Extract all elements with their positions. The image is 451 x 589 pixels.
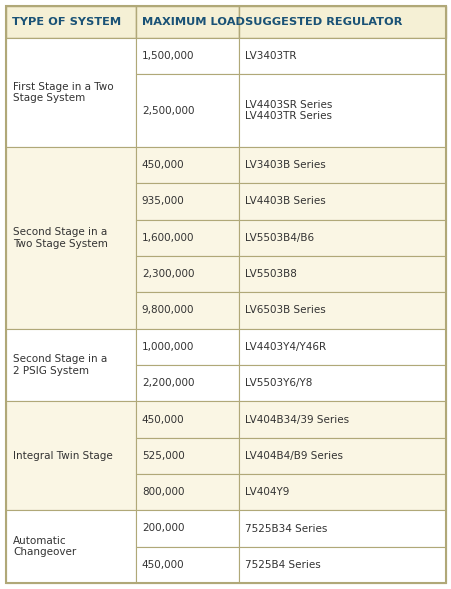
Text: TYPE OF SYSTEM: TYPE OF SYSTEM <box>12 17 121 27</box>
Bar <box>135 74 239 147</box>
Text: First Stage in a Two
Stage System: First Stage in a Two Stage System <box>13 82 113 103</box>
Text: 800,000: 800,000 <box>142 487 184 497</box>
Text: LV5503Y6/Y8: LV5503Y6/Y8 <box>244 378 312 388</box>
Text: LV3403TR: LV3403TR <box>244 51 296 61</box>
Text: 1,500,000: 1,500,000 <box>142 51 194 61</box>
Text: 935,000: 935,000 <box>142 197 184 207</box>
Bar <box>135 6 239 38</box>
Text: LV404Y9: LV404Y9 <box>244 487 289 497</box>
Bar <box>239 401 445 438</box>
Bar <box>135 510 239 547</box>
Bar <box>239 438 445 474</box>
Text: 7525B4 Series: 7525B4 Series <box>244 560 320 570</box>
Bar <box>6 401 135 510</box>
Text: LV4403Y4/Y46R: LV4403Y4/Y46R <box>244 342 326 352</box>
Bar <box>239 547 445 583</box>
Text: 525,000: 525,000 <box>142 451 184 461</box>
Bar <box>135 547 239 583</box>
Text: 200,000: 200,000 <box>142 524 184 534</box>
Bar <box>239 292 445 329</box>
Text: 1,000,000: 1,000,000 <box>142 342 194 352</box>
Bar <box>135 401 239 438</box>
Bar <box>239 510 445 547</box>
Bar <box>135 329 239 365</box>
Bar <box>239 6 445 38</box>
Text: 7525B34 Series: 7525B34 Series <box>244 524 327 534</box>
Text: LV404B34/39 Series: LV404B34/39 Series <box>244 415 349 425</box>
Bar <box>6 329 135 401</box>
Text: LV4403B Series: LV4403B Series <box>244 197 325 207</box>
Text: LV4403SR Series
LV4403TR Series: LV4403SR Series LV4403TR Series <box>244 100 332 121</box>
Text: 1,600,000: 1,600,000 <box>142 233 194 243</box>
Text: LV5503B4/B6: LV5503B4/B6 <box>244 233 313 243</box>
Bar <box>239 365 445 401</box>
Text: 2,500,000: 2,500,000 <box>142 105 194 115</box>
Text: 2,300,000: 2,300,000 <box>142 269 194 279</box>
Bar <box>135 183 239 220</box>
Text: Second Stage in a
Two Stage System: Second Stage in a Two Stage System <box>13 227 108 249</box>
Text: MAXIMUM LOAD: MAXIMUM LOAD <box>142 17 244 27</box>
Bar <box>6 147 135 329</box>
Bar <box>135 365 239 401</box>
Text: LV5503B8: LV5503B8 <box>244 269 296 279</box>
Bar <box>239 256 445 292</box>
Bar <box>6 38 135 147</box>
Bar <box>135 438 239 474</box>
Text: Automatic
Changeover: Automatic Changeover <box>13 536 76 557</box>
Bar <box>135 474 239 510</box>
Text: Integral Twin Stage: Integral Twin Stage <box>13 451 112 461</box>
Bar <box>6 6 135 38</box>
Bar <box>239 183 445 220</box>
Bar <box>135 256 239 292</box>
Text: LV3403B Series: LV3403B Series <box>244 160 325 170</box>
Text: LV404B4/B9 Series: LV404B4/B9 Series <box>244 451 342 461</box>
Bar <box>239 38 445 74</box>
Bar <box>239 147 445 183</box>
Bar <box>239 329 445 365</box>
Bar <box>6 510 135 583</box>
Text: SUGGESTED REGULATOR: SUGGESTED REGULATOR <box>244 17 402 27</box>
Bar <box>135 220 239 256</box>
Text: 2,200,000: 2,200,000 <box>142 378 194 388</box>
Text: 9,800,000: 9,800,000 <box>142 306 194 316</box>
Text: 450,000: 450,000 <box>142 560 184 570</box>
Bar <box>239 220 445 256</box>
Text: LV6503B Series: LV6503B Series <box>244 306 325 316</box>
Bar <box>135 38 239 74</box>
Text: Second Stage in a
2 PSIG System: Second Stage in a 2 PSIG System <box>13 354 107 376</box>
Text: 450,000: 450,000 <box>142 415 184 425</box>
Bar <box>239 74 445 147</box>
Bar <box>135 147 239 183</box>
Text: 450,000: 450,000 <box>142 160 184 170</box>
Bar <box>239 474 445 510</box>
Bar <box>135 292 239 329</box>
